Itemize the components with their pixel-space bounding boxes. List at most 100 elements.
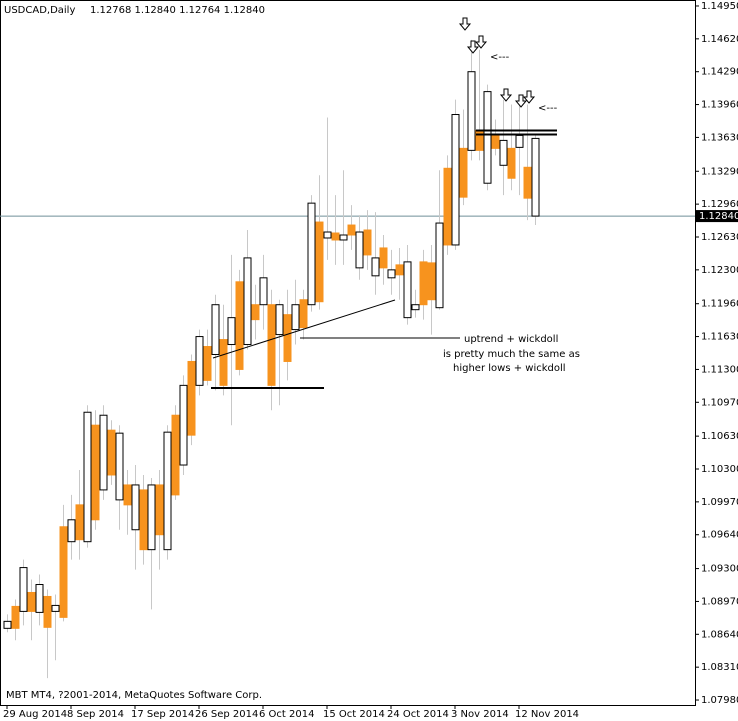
candle-body: [459, 147, 468, 198]
annotation: higher lows + wickdoll: [453, 363, 566, 374]
candle-body: [203, 346, 212, 381]
x-tick-label: 29 Aug 2014: [3, 709, 67, 720]
candle-body: [299, 299, 308, 329]
candle-body: [131, 484, 140, 531]
candle-body: [83, 411, 92, 543]
y-tick-label: 1.12630: [701, 232, 738, 243]
candle-body: [139, 489, 148, 551]
candle-body: [219, 339, 228, 386]
annotation: <---: [490, 52, 510, 63]
x-tick-label: 6 Oct 2014: [259, 709, 314, 720]
candle-body: [323, 231, 332, 239]
y-tick-label: 1.14950: [701, 1, 738, 12]
candle-body: [187, 360, 196, 436]
candle-body: [499, 139, 508, 166]
y-tick-label: 1.12960: [701, 199, 738, 210]
candle-body: [411, 304, 420, 311]
candle-body: [243, 257, 252, 346]
y-tick-label: 1.09970: [701, 497, 738, 508]
y-tick-label: 1.10630: [701, 431, 738, 442]
candle-body: [467, 71, 476, 151]
candle-body: [147, 484, 156, 551]
annotation: <---: [538, 103, 558, 114]
candle-body: [51, 604, 60, 612]
candle-body: [259, 277, 268, 306]
candle-body: [339, 234, 348, 241]
candle-body: [307, 202, 316, 306]
y-tick-label: 1.13290: [701, 166, 738, 177]
y-tick-label: 1.13630: [701, 132, 738, 143]
candle-body: [115, 432, 124, 501]
candle-body: [379, 247, 388, 269]
y-tick-label: 1.08970: [701, 596, 738, 607]
candle-body: [451, 114, 460, 246]
y-tick-label: 1.14620: [701, 34, 738, 45]
candle-body: [347, 224, 356, 236]
candle-body: [171, 414, 180, 496]
candle-body: [267, 304, 276, 386]
candle-body: [491, 134, 500, 149]
y-tick-label: 1.13960: [701, 100, 738, 111]
candle-body: [3, 620, 12, 629]
drawn-lines: [211, 129, 557, 389]
candle-body: [403, 261, 412, 319]
candle-body: [235, 281, 244, 370]
footer: MBT MT4, ?2001-2014, MetaQuotes Software…: [6, 690, 262, 701]
current-price-label: 1.12840: [699, 211, 738, 222]
arrow-icon: [474, 35, 488, 49]
trend-line: [212, 299, 396, 359]
y-tick-label: 1.14290: [701, 67, 738, 78]
candle-body: [435, 222, 444, 309]
arrow-icon: [499, 88, 513, 102]
y-tick-label: 1.08640: [701, 629, 738, 640]
candle-body: [67, 519, 76, 543]
candle-body: [443, 167, 452, 246]
candle-body: [355, 231, 364, 269]
y-tick-label: 1.07980: [701, 695, 738, 706]
candle-body: [35, 584, 44, 613]
x-tick-label: 15 Oct 2014: [323, 709, 385, 720]
annotation: is pretty much the same as: [443, 349, 580, 360]
candle-body: [387, 269, 396, 279]
candle-body: [227, 317, 236, 346]
x-tick-label: 3 Nov 2014: [451, 709, 509, 720]
y-tick-label: 1.10970: [701, 397, 738, 408]
candle-body: [363, 229, 372, 256]
candle-body: [515, 134, 524, 148]
candle-body: [179, 384, 188, 466]
y-tick-label: 1.12300: [701, 265, 738, 276]
annotation: uptrend + wickdoll: [464, 334, 558, 345]
y-tick-label: 1.11630: [701, 332, 738, 343]
y-tick-label: 1.11300: [701, 364, 738, 375]
candle-body: [43, 595, 52, 628]
candle-body: [523, 166, 532, 199]
candle-body: [155, 484, 164, 536]
x-tick-label: 26 Sep 2014: [195, 709, 258, 720]
candle-body: [331, 232, 340, 241]
y-tick-label: 1.10300: [701, 464, 738, 475]
x-tick-label: 8 Sep 2014: [67, 709, 124, 720]
candle-body: [19, 567, 28, 612]
candle-body: [531, 137, 540, 217]
candle-body: [99, 414, 108, 491]
candle-body: [195, 336, 204, 386]
candle-body: [291, 304, 300, 331]
candle-body: [211, 304, 220, 355]
x-tick-label: 24 Oct 2014: [387, 709, 449, 720]
y-tick-label: 1.09300: [701, 564, 738, 575]
candle-body: [91, 424, 100, 521]
candle-body: [107, 429, 116, 476]
arrow-icon: [466, 40, 480, 54]
y-tick-label: 1.11960: [701, 299, 738, 310]
candle-body: [275, 304, 284, 336]
candle-body: [419, 261, 428, 306]
candle-body: [395, 264, 404, 276]
candle-body: [371, 257, 380, 277]
candles: [3, 39, 540, 679]
y-tick-label: 1.08310: [701, 662, 738, 673]
candle-body: [27, 591, 36, 612]
plot-frame: [0, 0, 696, 706]
chart-subtitle: 1.12768 1.12840 1.12764 1.12840: [90, 5, 265, 16]
